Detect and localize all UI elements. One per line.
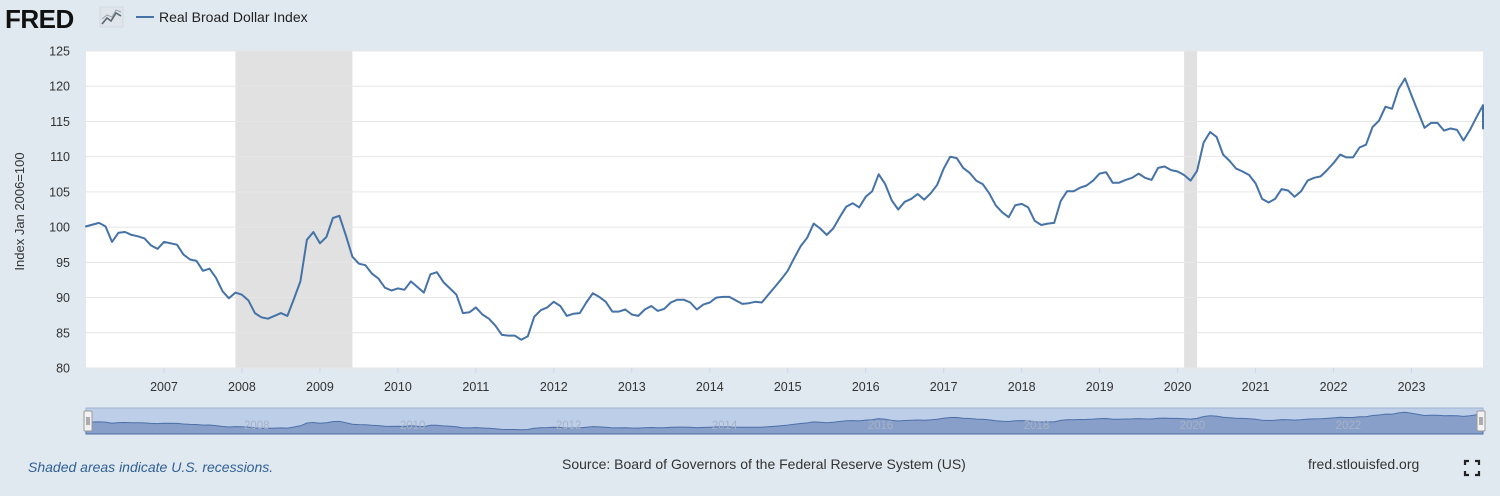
y-tick-label: 105	[49, 185, 70, 199]
navigator[interactable]: 2008 2010 2012 2014 2016 2018 2020 2022	[83, 407, 1486, 435]
fullscreen-corners-icon	[1463, 459, 1481, 477]
x-tick-label: 2018	[1008, 380, 1036, 394]
y-axis-ticks: 80 85 90 95 100 105 110 115 120 125	[49, 45, 70, 376]
fullscreen-button[interactable]	[1463, 459, 1481, 477]
grid-lines	[86, 50, 1483, 369]
x-tick-label: 2023	[1398, 380, 1426, 394]
navigator-year-label: 2010	[400, 420, 426, 432]
x-tick-label: 2012	[540, 380, 568, 394]
x-tick-label: 2010	[384, 380, 412, 394]
small-line-chart-icon	[99, 6, 124, 28]
y-tick-label: 85	[56, 326, 70, 340]
x-tick-label: 2013	[618, 380, 646, 394]
y-tick-label: 110	[50, 150, 70, 164]
y-tick-label: 115	[50, 115, 70, 129]
y-tick-label: 90	[56, 291, 70, 305]
series-layer	[85, 77, 1484, 341]
navigator-year-label: 2008	[244, 420, 270, 432]
navigator-series-area	[85, 411, 1484, 435]
navigator-year-label: 2020	[1180, 420, 1206, 432]
navigator-right-handle[interactable]	[1476, 410, 1486, 432]
source-credit: Source: Board of Governors of the Federa…	[562, 456, 966, 472]
x-tick-label: 2009	[306, 380, 334, 394]
navigator-labels: 2008 2010 2012 2014 2016 2018 2020 2022	[244, 420, 1361, 432]
x-tick-label: 2015	[774, 380, 802, 394]
y-tick-label: 80	[56, 362, 70, 376]
x-tick-label: 2022	[1320, 380, 1348, 394]
x-tick-label: 2008	[228, 380, 256, 394]
navigator-handle-body[interactable]	[1476, 410, 1486, 432]
x-axis-ticks: 2007 2008 2009 2010 2011 2012 2013 2014 2015 2016…	[150, 368, 1425, 394]
x-tick-label: 2020	[1164, 380, 1192, 394]
navigator-year-label: 2014	[712, 420, 738, 432]
navigator-year-label: 2022	[1336, 420, 1362, 432]
navigator-year-label: 2016	[868, 420, 894, 432]
y-tick-label: 120	[49, 80, 70, 94]
y-tick-label: 100	[49, 221, 70, 235]
x-tick-label: 2011	[462, 380, 489, 394]
x-tick-label: 2019	[1086, 380, 1114, 394]
recession-band	[1184, 51, 1198, 368]
navigator-handle-body[interactable]	[83, 410, 93, 432]
recession-bands	[235, 51, 1198, 368]
navigator-year-label: 2018	[1024, 420, 1050, 432]
x-tick-label: 2016	[852, 380, 880, 394]
legend-series-label[interactable]: Real Broad Dollar Index	[159, 9, 308, 25]
site-url[interactable]: fred.stlouisfed.org	[1308, 456, 1420, 472]
navigator-left-handle[interactable]	[83, 410, 93, 432]
x-tick-label: 2014	[696, 380, 724, 394]
recession-band	[235, 51, 353, 368]
y-tick-label: 125	[49, 45, 70, 59]
x-tick-label: 2007	[150, 380, 178, 394]
navigator-series	[85, 411, 1484, 435]
x-tick-label: 2021	[1242, 380, 1270, 394]
fred-logo-text[interactable]: FRED	[5, 4, 74, 34]
series-line[interactable]	[85, 77, 1484, 341]
navigator-year-label: 2012	[556, 420, 582, 432]
x-tick-label: 2017	[930, 380, 958, 394]
y-tick-label: 95	[56, 256, 70, 270]
y-axis-title: Index Jan 2006=100	[12, 152, 27, 270]
header: FRED Real Broad Dollar Index	[5, 4, 308, 34]
recession-note: Shaded areas indicate U.S. recessions.	[28, 459, 274, 475]
